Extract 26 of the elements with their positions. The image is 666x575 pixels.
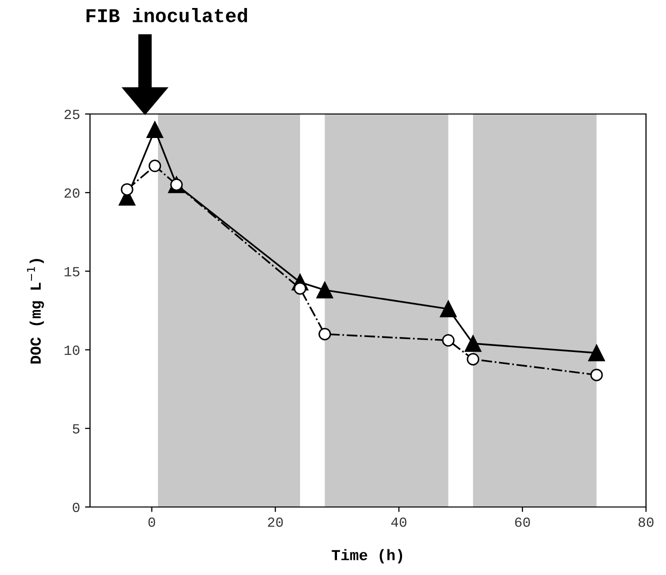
y-tick-label: 5 bbox=[72, 424, 80, 434]
x-tick-label: 40 bbox=[391, 517, 406, 527]
point bbox=[120, 183, 134, 196]
x-tick-label: 0 bbox=[148, 517, 156, 527]
y-tick-label: 15 bbox=[64, 267, 80, 276]
point bbox=[442, 334, 455, 347]
point bbox=[590, 368, 603, 382]
x-tick-label: 60 bbox=[515, 517, 530, 527]
point bbox=[440, 300, 457, 318]
point bbox=[318, 328, 332, 340]
point bbox=[294, 282, 306, 295]
y-tick-label: 0 bbox=[72, 502, 80, 512]
x-axis-title: Time (h) bbox=[332, 549, 402, 564]
y-tick-label: 25 bbox=[64, 110, 80, 120]
point bbox=[466, 352, 480, 366]
y-axis-title: DOC (mg L$^{−1}$) bbox=[27, 259, 44, 364]
text: FIB inoculated bbox=[86, 8, 248, 22]
y-tick-label: 10 bbox=[64, 346, 80, 355]
point bbox=[148, 160, 162, 172]
point bbox=[316, 282, 334, 298]
x-tick-label: 80 bbox=[638, 517, 654, 527]
y-tick-label: 20 bbox=[64, 188, 80, 198]
x-tick-label: 20 bbox=[268, 517, 283, 527]
point bbox=[464, 335, 482, 352]
point bbox=[588, 344, 605, 362]
point bbox=[146, 121, 164, 138]
